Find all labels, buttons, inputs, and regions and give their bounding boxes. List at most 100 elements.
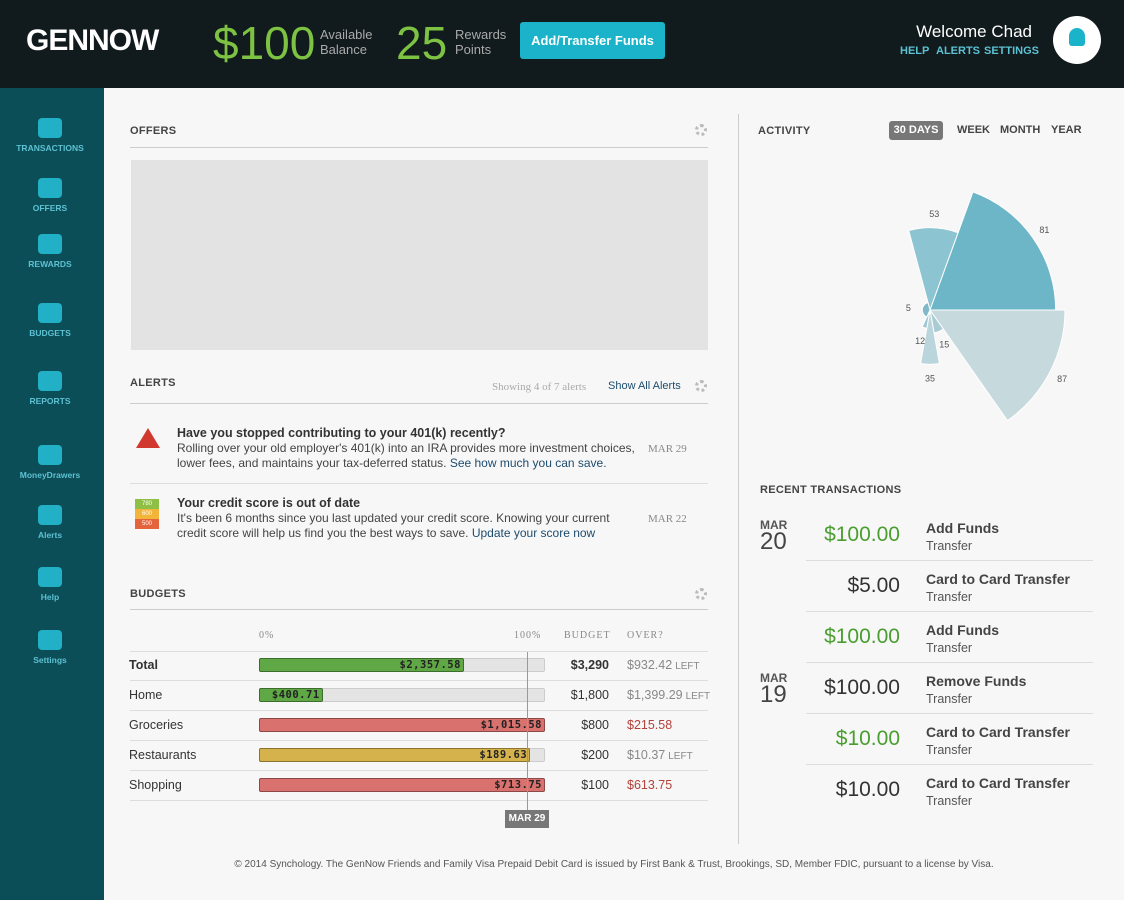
nav-icon[interactable] <box>38 303 62 323</box>
header-link[interactable]: SETTINGS <box>984 45 1040 57</box>
spent-label: $2,357.58 <box>399 659 461 671</box>
nav-icon[interactable] <box>38 567 62 587</box>
nav-icon[interactable] <box>38 371 62 391</box>
range-tab[interactable]: MONTH <box>1000 124 1041 136</box>
alert-title: Your credit score is out of date <box>177 496 361 510</box>
offer-placeholder <box>131 160 708 350</box>
section-title: BUDGETS <box>130 588 186 600</box>
credit-badge: 500 <box>135 519 159 529</box>
budget-bar <box>259 718 545 732</box>
wedge-label: 87 <box>1057 374 1067 384</box>
transaction-amount: $100.00 <box>824 523 900 546</box>
column-divider <box>738 114 739 844</box>
column-header: BUDGET <box>564 630 611 641</box>
rule <box>806 611 1093 612</box>
transaction-amount: $100.00 <box>824 676 900 699</box>
range-tab[interactable]: WEEK <box>957 124 990 136</box>
header-link[interactable]: ALERTS <box>936 45 980 57</box>
add-funds-button[interactable]: Add/Transfer Funds <box>520 22 665 59</box>
nav-label[interactable]: TRANSACTIONS <box>16 143 84 153</box>
alert-title: Have you stopped contributing to your 40… <box>177 426 506 440</box>
alert-link[interactable]: See how much you can save. <box>449 456 607 470</box>
nav-label[interactable]: Settings <box>33 655 67 665</box>
alerts-count: Showing 4 of 7 alerts <box>492 381 587 393</box>
budget-amount: $3,290 <box>570 658 609 672</box>
budget-bar <box>259 658 464 672</box>
over-amount: $932.42 LEFT <box>627 658 700 672</box>
over-amount: $10.37 LEFT <box>627 748 693 762</box>
date-month: MAR <box>760 518 788 532</box>
rule <box>806 560 1093 561</box>
transaction-amount: $5.00 <box>847 574 900 597</box>
range-tab[interactable]: 30 DAYS <box>889 121 943 140</box>
rewards: 25 <box>396 17 448 69</box>
transaction-type: Transfer <box>926 641 973 655</box>
transaction-title[interactable]: Add Funds <box>926 520 1000 536</box>
over-status: LEFT <box>668 751 693 762</box>
budget-amount: $1,800 <box>570 688 609 702</box>
nav-icon[interactable] <box>38 630 62 650</box>
column-header: 0% <box>259 630 275 641</box>
nav-label[interactable]: MoneyDrawers <box>19 470 81 480</box>
column-header: 100% <box>514 630 542 641</box>
rule <box>130 680 708 681</box>
alert-date: MAR 29 <box>648 443 687 455</box>
nav-label[interactable]: OFFERS <box>32 203 68 213</box>
over-amount: $215.58 <box>627 718 673 732</box>
polar-wedge <box>921 301 931 318</box>
transaction-title[interactable]: Card to Card Transfer <box>926 724 1070 740</box>
settings-gear[interactable] <box>695 124 707 136</box>
nav-label[interactable]: Help <box>40 592 60 602</box>
wedge-label: 81 <box>1039 225 1049 235</box>
nav-label[interactable]: Alerts <box>37 530 63 540</box>
date-marker: MAR 29 <box>505 810 549 828</box>
rule <box>130 770 708 771</box>
rewards-label: Rewards Points <box>455 27 507 57</box>
over-status: LEFT <box>675 661 700 672</box>
transaction-amount: $100.00 <box>824 625 900 648</box>
date-marker-line <box>527 652 528 810</box>
budget-name: Shopping <box>129 778 182 792</box>
rule <box>806 662 1093 663</box>
budget-name: Total <box>129 658 158 672</box>
budget-bar <box>259 748 531 762</box>
spent-label: $713.75 <box>494 779 542 791</box>
settings-gear[interactable] <box>695 588 707 600</box>
show-all-alerts[interactable]: Show All Alerts <box>608 380 681 392</box>
alert-link[interactable]: Update your score now <box>471 526 596 540</box>
polar-wedge <box>929 191 1057 311</box>
nav-icon[interactable] <box>38 178 62 198</box>
transaction-title[interactable]: Remove Funds <box>926 673 1027 689</box>
nav-label[interactable]: REWARDS <box>28 259 72 269</box>
wedge-label: 53 <box>929 209 939 219</box>
settings-gear[interactable] <box>695 380 707 392</box>
rule <box>130 403 708 404</box>
budget-name: Groceries <box>129 718 184 732</box>
footer: © 2014 Synchology. The GenNow Friends an… <box>234 859 994 870</box>
spent-label: $400.71 <box>271 689 320 701</box>
sidebar <box>0 88 104 900</box>
welcome: Welcome Chad <box>916 22 1032 41</box>
nav-label[interactable]: REPORTS <box>29 396 71 406</box>
header-link[interactable]: HELP <box>900 45 930 57</box>
nav-icon[interactable] <box>38 118 62 138</box>
section-title: ACTIVITY <box>758 125 811 137</box>
nav-label[interactable]: BUDGETS <box>29 328 71 338</box>
nav-icon[interactable] <box>38 234 62 254</box>
transaction-title[interactable]: Add Funds <box>926 622 1000 638</box>
budget-bar <box>259 778 545 792</box>
credit-badge: 780 <box>135 499 159 509</box>
transaction-title[interactable]: Card to Card Transfer <box>926 571 1070 587</box>
nav-icon[interactable] <box>38 445 62 465</box>
over-status: LEFT <box>685 691 711 702</box>
polar-wedge <box>929 309 1066 422</box>
date-day: 20 <box>760 528 787 555</box>
section-title: OFFERS <box>130 125 177 137</box>
range-tab[interactable]: YEAR <box>1051 124 1082 136</box>
nav-icon[interactable] <box>38 505 62 525</box>
wedge-label: 12 <box>915 336 925 346</box>
date-day: 19 <box>760 681 787 708</box>
transaction-type: Transfer <box>926 794 973 808</box>
transaction-title[interactable]: Card to Card Transfer <box>926 775 1070 791</box>
